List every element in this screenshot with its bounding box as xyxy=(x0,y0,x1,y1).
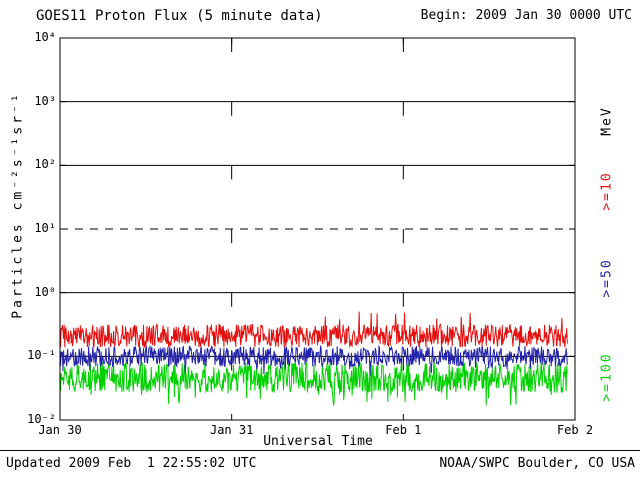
updated-timestamp: Updated 2009 Feb 1 22:55:02 UTC xyxy=(6,456,257,471)
series-ge50-mev-line xyxy=(59,344,568,377)
right-axis-label-50: >=50 xyxy=(599,258,615,298)
y-tick-label: 10⁻¹ xyxy=(27,348,56,363)
x-tick-label: Jan 31 xyxy=(209,423,254,437)
y-tick-label: 10⁰ xyxy=(34,284,56,299)
y-tick-label: 10⁻² xyxy=(27,412,56,426)
series-ge100-mev-line xyxy=(59,361,568,406)
y-tick-label: 10³ xyxy=(34,93,56,108)
x-tick-label: Feb 1 xyxy=(385,423,422,437)
y-tick-label: 10¹ xyxy=(34,221,56,235)
begin-timestamp: Begin: 2009 Jan 30 0000 UTC xyxy=(420,8,632,23)
y-axis-label: Particles cm⁻²s⁻¹sr⁻¹ xyxy=(10,91,26,319)
right-axis-label-10: >=10 xyxy=(599,171,615,211)
y-tick-label: 10² xyxy=(34,157,56,172)
credit-text: NOAA/SWPC Boulder, CO USA xyxy=(439,456,635,471)
plot-frame xyxy=(59,37,576,421)
right-axis-label-mev: MeV xyxy=(599,106,615,136)
x-tick-label: Feb 2 xyxy=(556,423,594,437)
x-axis-label: Universal Time xyxy=(263,434,373,449)
chart-title: GOES11 Proton Flux (5 minute data) xyxy=(36,8,323,24)
y-tick-label: 10⁴ xyxy=(34,30,56,44)
footer-divider xyxy=(0,450,640,451)
x-tick-label: Jan 30 xyxy=(38,423,82,437)
series-ge10-mev-line xyxy=(59,311,568,350)
right-axis-label-100: >=100 xyxy=(599,352,615,402)
